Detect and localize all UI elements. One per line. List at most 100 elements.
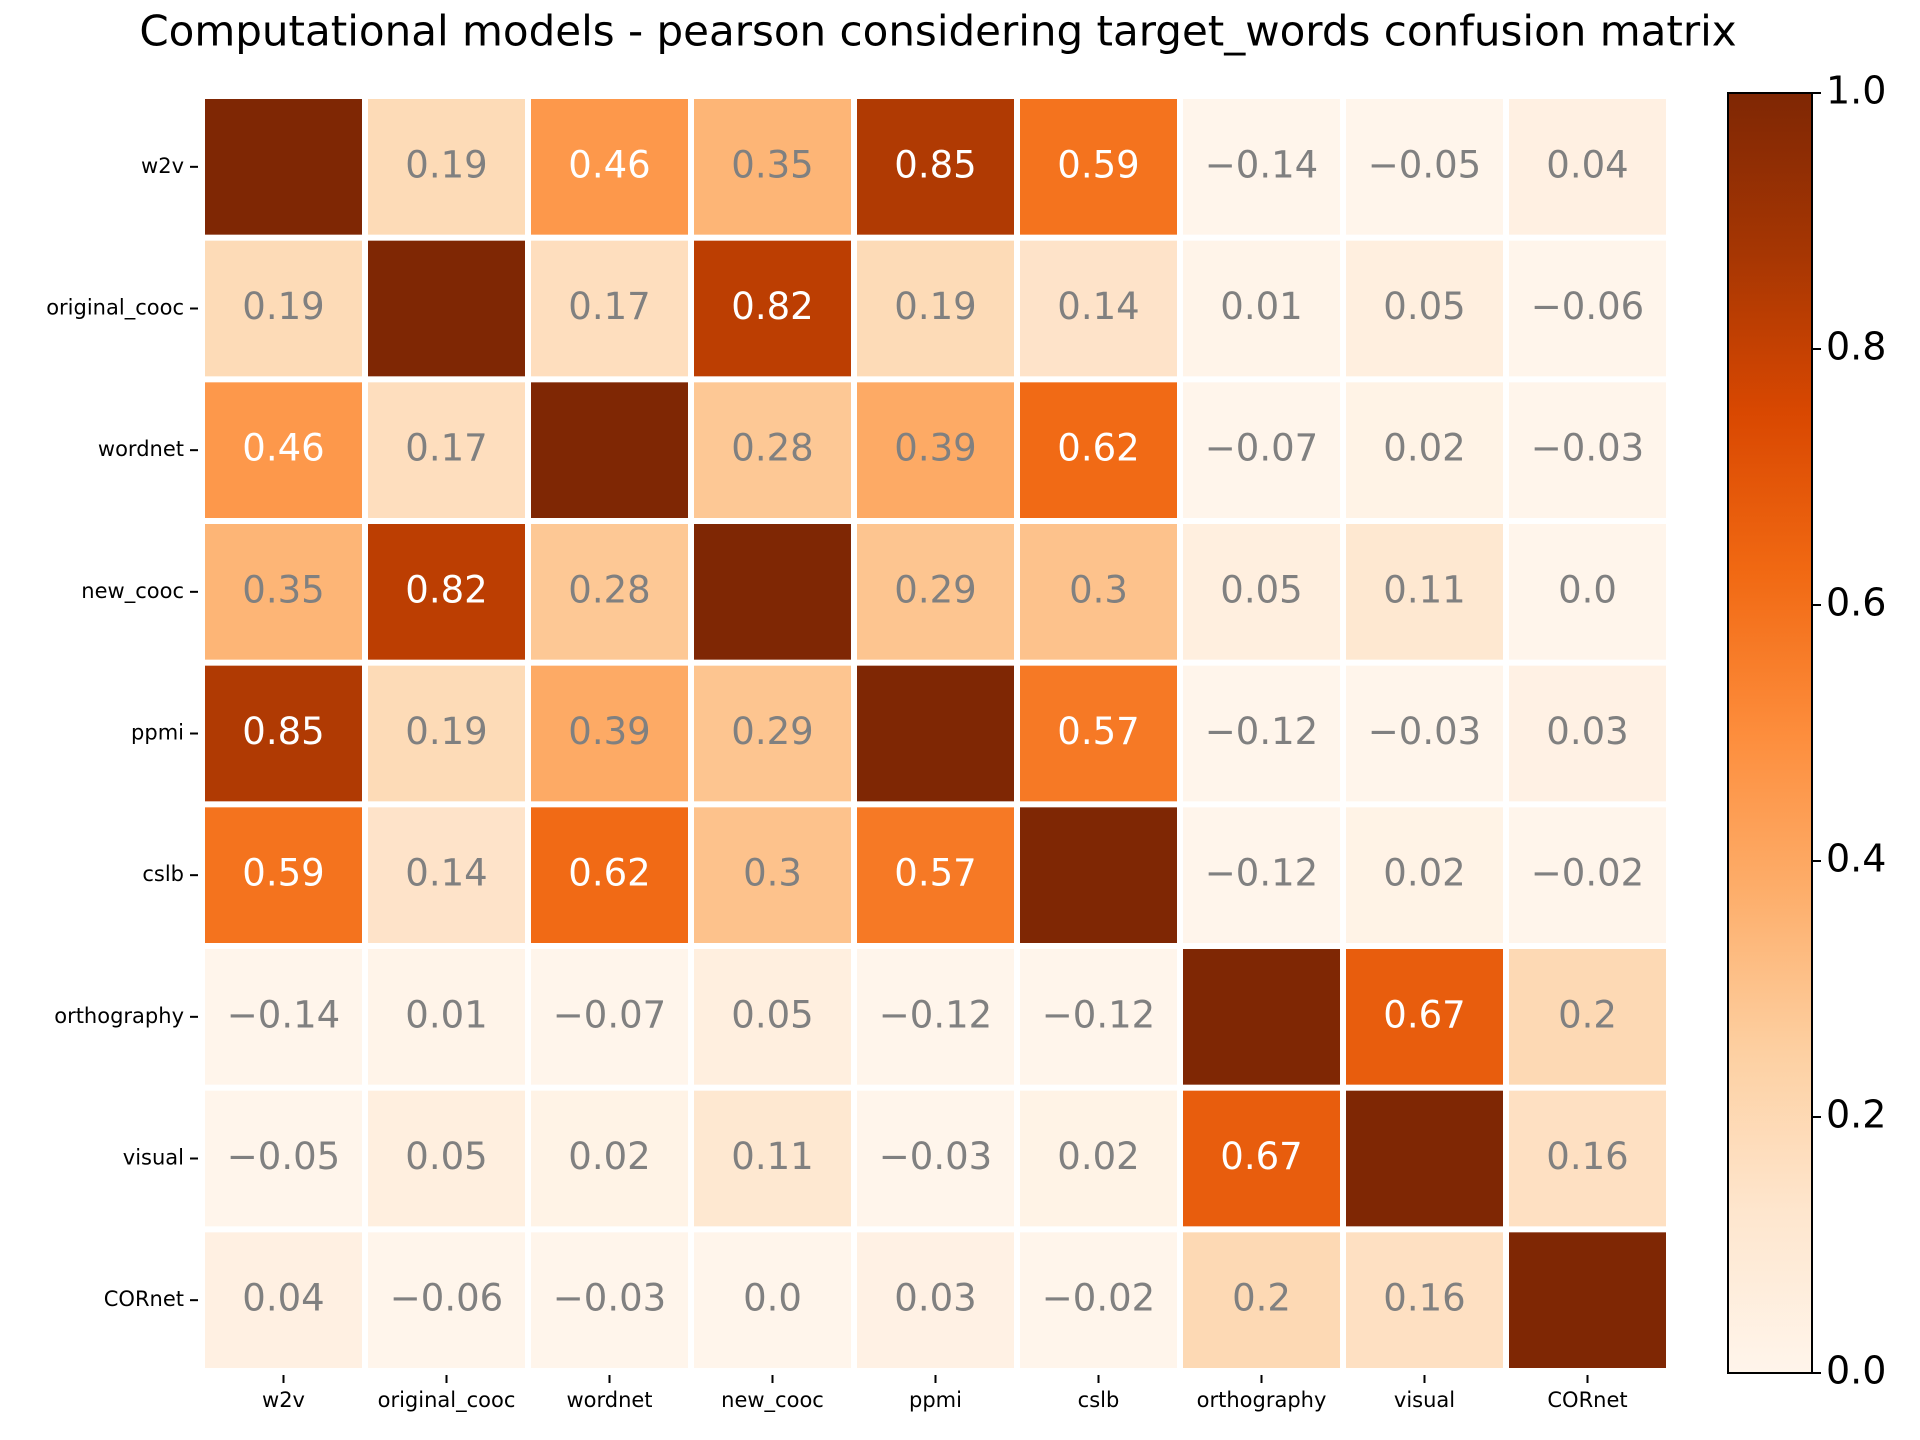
heatmap-cell [1183,949,1340,1085]
cell-label: 0.46 [568,143,650,186]
x-tick-label: cslb [1078,1388,1120,1412]
heatmap-cell [1183,240,1340,377]
heatmap-cell [1509,382,1666,518]
cell-label: −0.12 [1205,710,1318,753]
heatmap-cell [1183,1232,1340,1368]
cell-label: 0.14 [405,852,487,895]
heatmap-cell [531,665,688,802]
heatmap-cell [531,1232,688,1368]
cell-label: 0.67 [1220,1135,1302,1178]
heatmap-cell [694,382,851,518]
heatmap-cell [368,99,525,235]
x-tick-label: ppmi [909,1388,962,1412]
y-tick-label: ppmi [131,721,184,745]
colorbar-tick-label: 0.2 [1826,1093,1886,1137]
heatmap-cell [1020,1232,1177,1368]
heatmap-cell [531,807,688,943]
heatmap-cell [1346,99,1503,235]
heatmap-cell [368,665,525,802]
heatmap-cell [694,949,851,1085]
heatmap-cell [1509,1090,1666,1227]
cell-label: 0.85 [894,143,976,186]
heatmap-cell [1183,524,1340,660]
heatmap-cell [857,240,1014,377]
cell-label: 0.2 [1232,1277,1291,1320]
cell-label: −0.12 [1042,993,1155,1036]
x-tick-label: wordnet [566,1388,652,1412]
cell-label: −0.06 [390,1277,503,1320]
heatmap-cell [857,665,1014,802]
heatmap-cell [1020,949,1177,1085]
cell-label: 0.29 [731,710,813,753]
cell-label: 0.82 [731,285,813,328]
y-tick-label: cslb [142,862,184,886]
cell-label: 0.04 [242,1277,324,1320]
cell-label: 0.19 [405,143,487,186]
heatmap-cell [1509,807,1666,943]
heatmap-cell [531,382,688,518]
y-tick-label: new_cooc [81,579,184,604]
cell-label: 0.19 [405,710,487,753]
cell-label: 0.02 [568,1135,650,1178]
heatmap-cell [1183,807,1340,943]
heatmap-cell [1183,665,1340,802]
colorbar-tick-label: 0.0 [1826,1349,1886,1393]
cell-label: 0.16 [1383,1277,1465,1320]
cell-label: 0.59 [242,852,324,895]
heatmap-cell [368,382,525,518]
y-tick-label: original_cooc [46,296,184,321]
cell-label: −0.03 [879,1135,992,1178]
cell-label: 0.46 [242,427,324,470]
heatmap-cell [368,1090,525,1227]
x-tick-label: visual [1394,1388,1455,1412]
x-tick-label: new_cooc [721,1388,824,1413]
cell-label: −0.12 [879,993,992,1036]
y-tick-label: wordnet [98,437,184,461]
heatmap-cell [1509,524,1666,660]
heatmap-cell [531,1090,688,1227]
cell-label: −0.05 [227,1135,340,1178]
heatmap-cell [857,524,1014,660]
cell-label: 0.57 [894,852,976,895]
cell-label: 0.04 [1546,143,1628,186]
heatmap-cell [1020,99,1177,235]
colorbar-tick-label: 1.0 [1826,69,1886,113]
cell-label: 0.19 [894,285,976,328]
x-tick-label: original_cooc [378,1388,516,1413]
cell-label: 0.62 [568,852,650,895]
heatmap-cell [531,524,688,660]
heatmap-cell [694,1090,851,1227]
cell-label: 0.28 [568,568,650,611]
heatmap-cell [1020,240,1177,377]
heatmap-cell [694,99,851,235]
heatmap-cell [1020,1090,1177,1227]
cell-label: 0.59 [1057,143,1139,186]
cell-label: −0.02 [1042,1277,1155,1320]
heatmap-cell [1020,382,1177,518]
heatmap-cell [205,665,362,802]
heatmap-cell [1183,99,1340,235]
heatmap-cell [1346,1090,1503,1227]
cell-label: −0.14 [227,993,340,1036]
cell-label: 0.01 [1220,285,1302,328]
heatmap-cell [531,949,688,1085]
cell-label: −0.03 [1531,427,1644,470]
heatmap-cell [1183,382,1340,518]
heatmap-cell [857,807,1014,943]
cell-label: −0.03 [1368,710,1481,753]
cell-label: 0.0 [1558,568,1617,611]
y-tick-label: CORnet [104,1287,184,1311]
heatmap-cell [1509,949,1666,1085]
cell-label: 0.14 [1057,285,1139,328]
heatmap-cell [205,807,362,943]
cell-label: −0.14 [1205,143,1318,186]
heatmap-cell [1509,99,1666,235]
cell-label: 0.82 [405,568,487,611]
heatmap-cell [1346,665,1503,802]
cell-label: 0.03 [1546,710,1628,753]
heatmap-cell [368,524,525,660]
heatmap-cell [205,240,362,377]
heatmap-cell [694,665,851,802]
heatmap-cell [1020,665,1177,802]
